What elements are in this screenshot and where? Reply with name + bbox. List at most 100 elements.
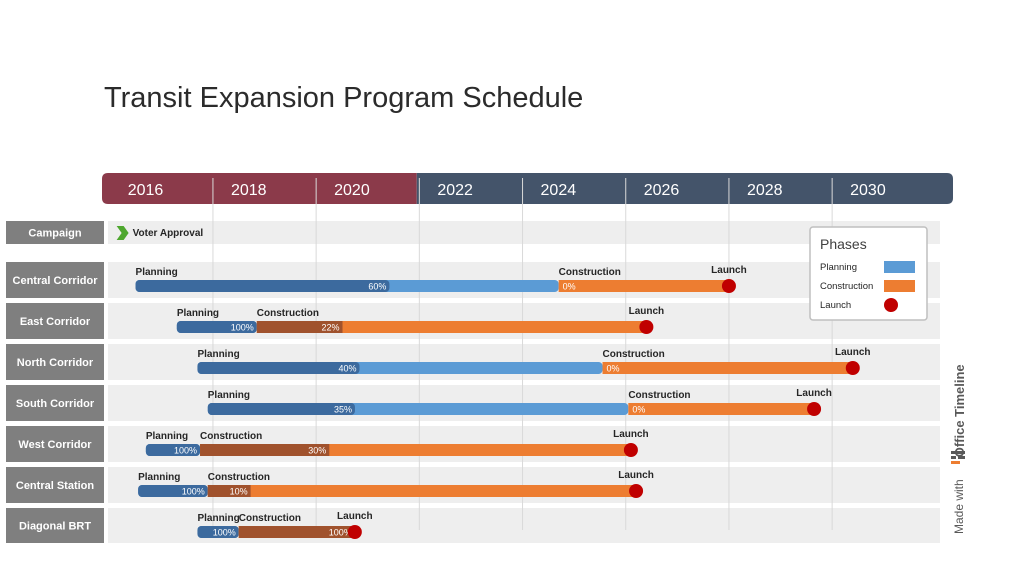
legend-item-label: Planning (820, 262, 857, 273)
planning-percent-label: 60% (368, 282, 386, 292)
planning-label: Planning (208, 390, 250, 401)
row-label: South Corridor (16, 398, 95, 410)
voter-approval-arrow-icon (116, 226, 129, 240)
construction-label: Construction (559, 267, 621, 278)
construction-percent-label: 0% (563, 282, 576, 292)
launch-milestone (845, 361, 860, 375)
row-label: North Corridor (17, 357, 94, 369)
construction-percent-label: 22% (321, 323, 339, 333)
row-label: Central Station (16, 480, 95, 492)
milestone-label: Launch (835, 347, 871, 358)
row-label-box (6, 344, 104, 380)
construction-bar (207, 485, 637, 497)
launch-milestone (807, 402, 822, 416)
construction-percent-label: 0% (607, 364, 620, 374)
planning-label: Planning (146, 431, 188, 442)
x-tick-label: 2022 (437, 182, 473, 199)
construction-label: Construction (200, 431, 262, 442)
row-label-box (6, 385, 104, 421)
planning-label: Planning (177, 308, 219, 319)
planning-label: Planning (197, 349, 239, 360)
construction-percent-label: 10% (230, 487, 248, 497)
row-label-box (6, 508, 104, 543)
timeline-header-future (416, 173, 953, 204)
launch-milestone (639, 320, 654, 334)
planning-progress (176, 321, 257, 333)
x-tick-label: 2028 (747, 182, 783, 199)
x-tick-label: 2026 (644, 182, 680, 199)
construction-progress (200, 444, 330, 456)
launch-milestone (623, 443, 638, 457)
legend-box (809, 226, 928, 321)
construction-bar (256, 321, 647, 333)
planning-percent-label: 100% (174, 446, 197, 456)
planning-percent-label: 100% (182, 487, 205, 497)
construction-label: Construction (603, 349, 665, 360)
planning-percent-label: 100% (231, 323, 254, 333)
milestone-label: Launch (711, 265, 747, 276)
planning-progress (145, 444, 201, 456)
launch-milestone (629, 484, 644, 498)
x-tick-label: 2016 (128, 182, 164, 199)
construction-percent-label: 0% (632, 405, 645, 415)
construction-progress (238, 526, 355, 538)
launch-milestone (721, 279, 736, 293)
planning-label: Planning (197, 513, 239, 524)
row-label-box (6, 426, 104, 462)
row-label: Campaign (28, 228, 81, 240)
milestone-label: Launch (796, 388, 832, 399)
row-label: Central Corridor (13, 275, 99, 287)
row-label-box (6, 303, 104, 339)
planning-progress (197, 526, 239, 538)
construction-percent-label: 100% (329, 528, 352, 538)
x-tick-label: 2030 (850, 182, 886, 199)
launch-milestone (347, 525, 362, 539)
construction-bar (602, 362, 853, 374)
construction-percent-label: 30% (308, 446, 326, 456)
planning-percent-label: 40% (338, 364, 356, 374)
construction-label: Construction (628, 390, 690, 401)
planning-progress (197, 362, 360, 374)
planning-percent-label: 35% (334, 405, 352, 415)
construction-bar (628, 403, 815, 415)
planning-progress (135, 280, 390, 292)
milestone-label: Launch (337, 511, 373, 522)
construction-bar (558, 280, 729, 292)
construction-label: Construction (239, 513, 301, 524)
milestone-label: Launch (618, 470, 654, 481)
legend-title: Phases (820, 236, 867, 252)
office-timeline-logo-icon (951, 451, 965, 464)
row-label-box (6, 221, 104, 244)
legend-item-label: Construction (820, 281, 873, 292)
watermark-prefix: Made with (952, 479, 966, 534)
legend-item-label: Launch (820, 300, 851, 311)
watermark-text: Made with Office Timeline (948, 334, 970, 534)
legend-swatch (884, 261, 915, 273)
milestone-label: Voter Approval (133, 228, 204, 239)
construction-label: Construction (208, 472, 270, 483)
row-label: Diagonal BRT (19, 521, 91, 533)
x-tick-label: 2024 (541, 182, 577, 199)
planning-progress (138, 485, 208, 497)
watermark: Made with Office Timeline (948, 338, 970, 538)
page-title: Transit Expansion Program Schedule (104, 82, 584, 114)
legend-swatch (884, 298, 898, 312)
watermark-brand: Office Timeline (951, 364, 967, 458)
milestone-label: Launch (629, 306, 665, 317)
x-tick-label: 2018 (231, 182, 267, 199)
planning-percent-label: 100% (213, 528, 236, 538)
row-label: East Corridor (20, 316, 91, 328)
planning-label: Planning (136, 267, 178, 278)
row-label: West Corridor (18, 439, 92, 451)
x-tick-label: 2020 (334, 182, 370, 199)
planning-progress (207, 403, 355, 415)
milestone-label: Launch (613, 429, 649, 440)
planning-label: Planning (138, 472, 180, 483)
timeline-header-past (102, 173, 417, 204)
legend-swatch (884, 280, 915, 292)
row-label-box (6, 262, 104, 298)
construction-progress (256, 321, 343, 333)
row-label-box (6, 467, 104, 503)
construction-progress (207, 485, 251, 497)
